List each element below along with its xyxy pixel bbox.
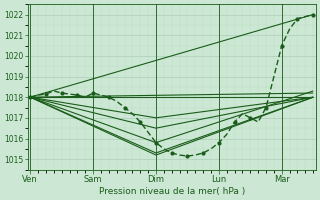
X-axis label: Pression niveau de la mer( hPa ): Pression niveau de la mer( hPa ) xyxy=(99,187,245,196)
